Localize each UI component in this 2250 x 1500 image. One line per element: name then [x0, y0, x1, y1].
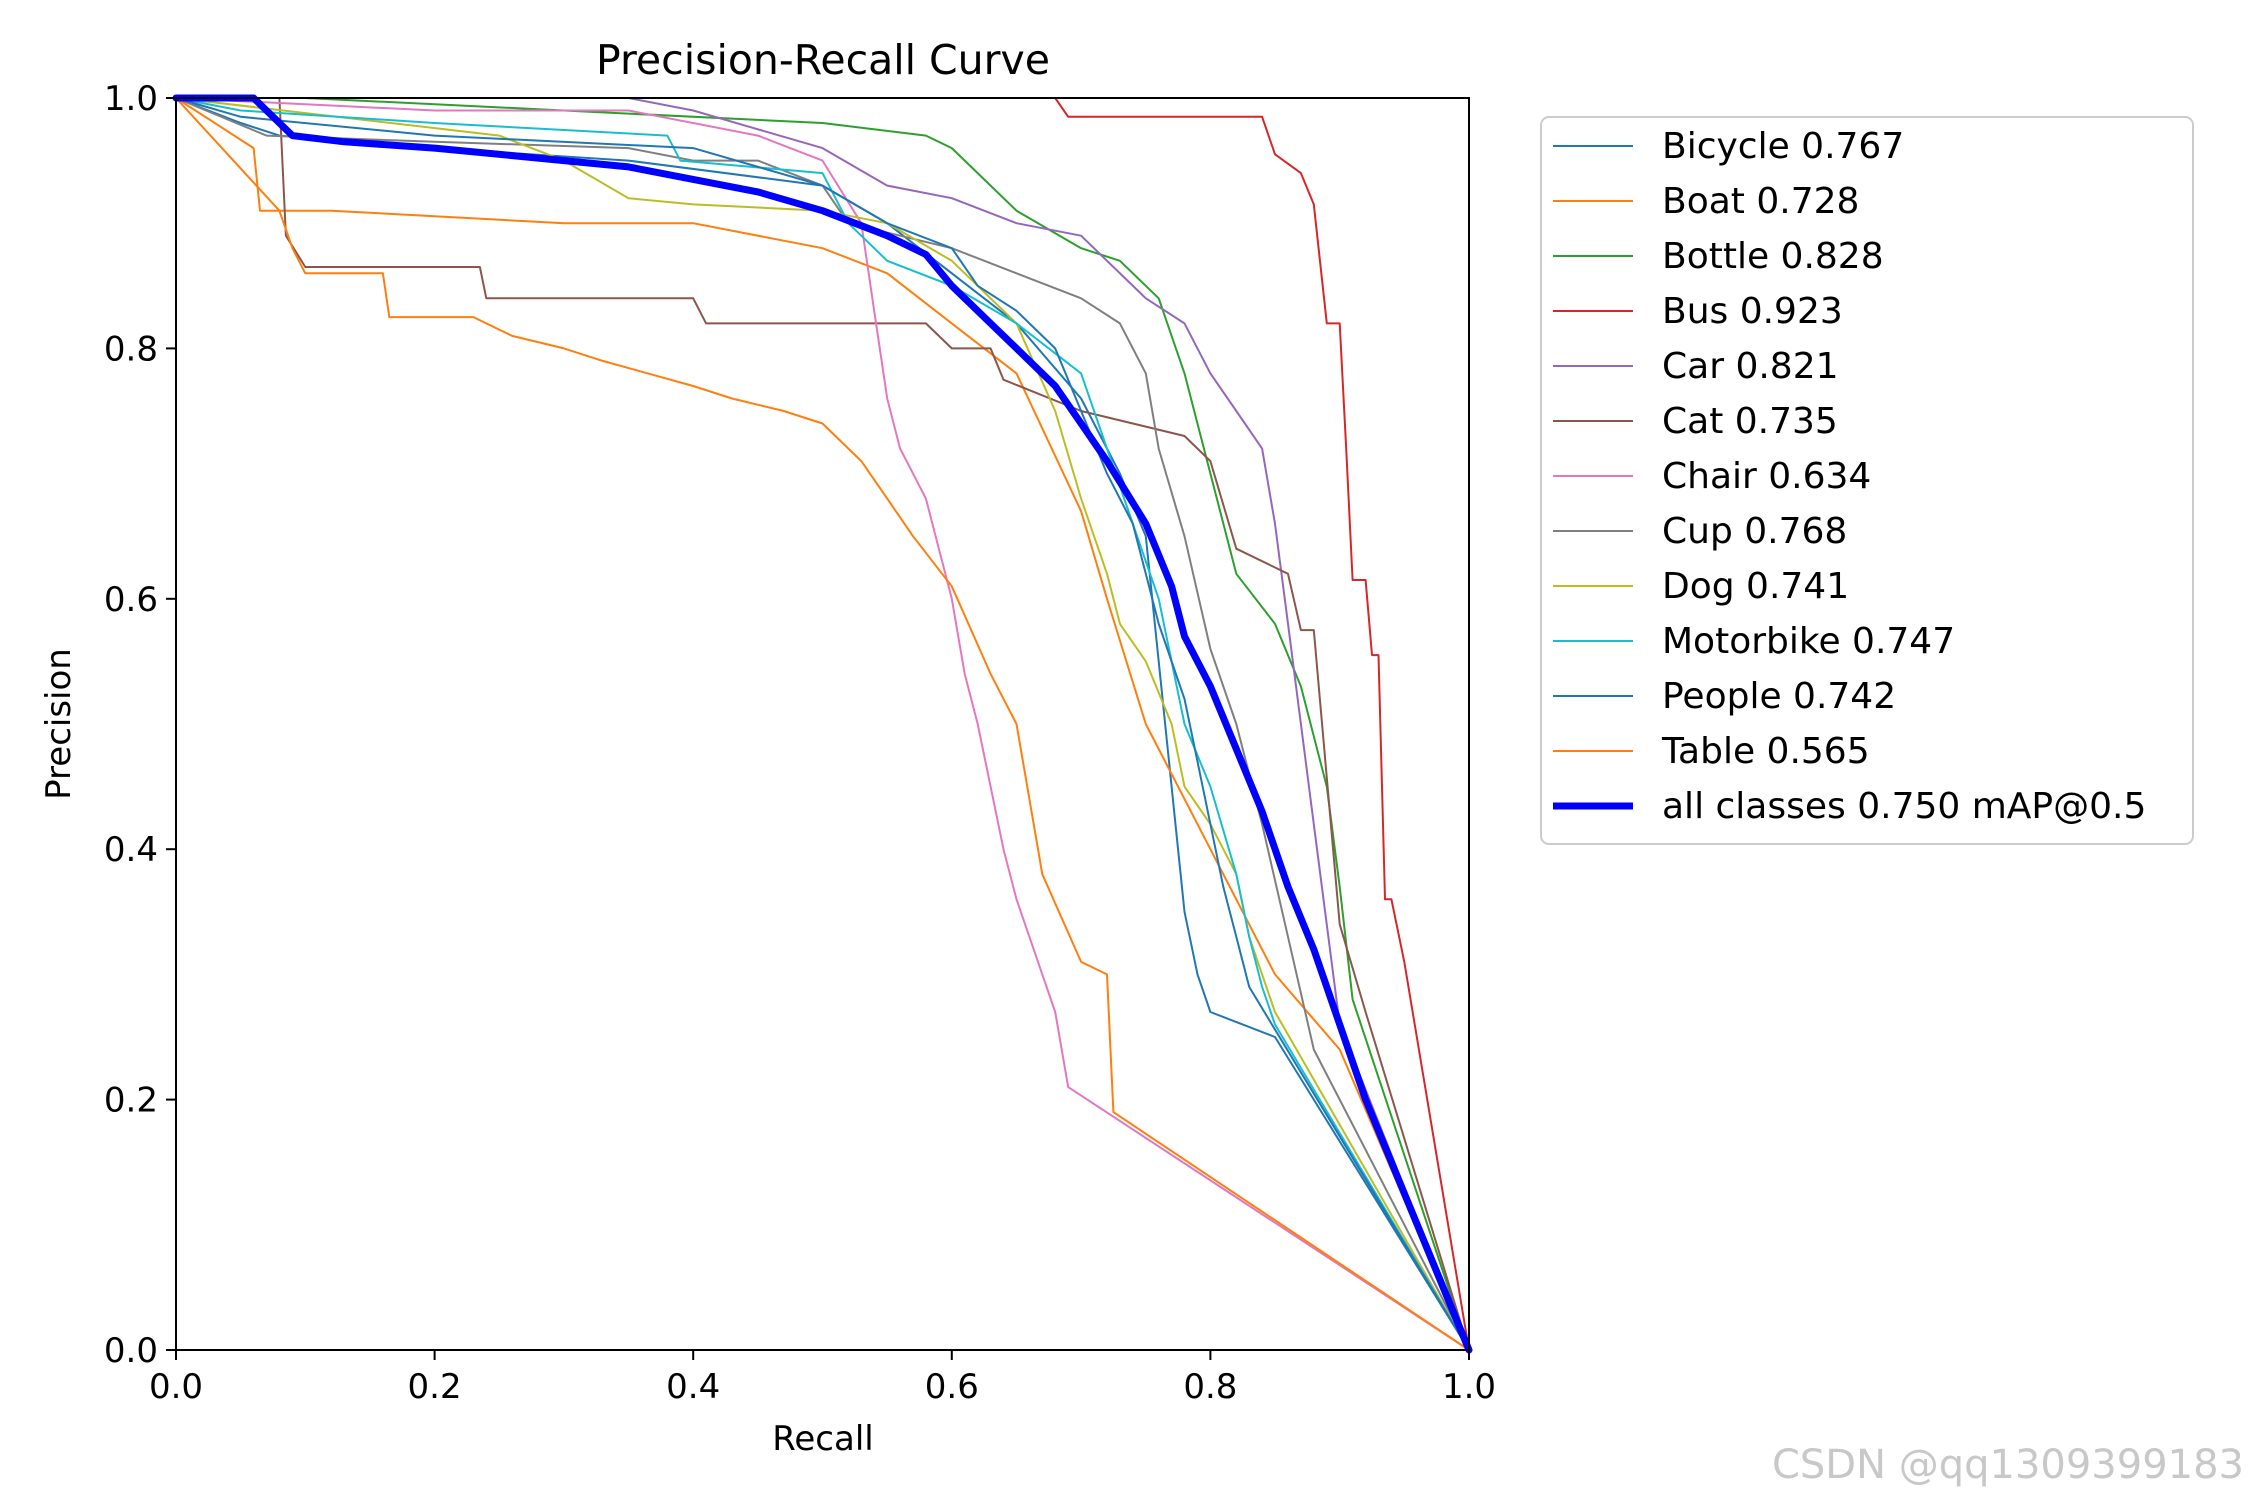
y-tick-label: 0.8 — [104, 329, 158, 369]
y-tick-label: 0.4 — [104, 830, 158, 870]
legend-label: Cat 0.735 — [1662, 401, 1838, 442]
legend-label: all classes 0.750 mAP@0.5 — [1662, 786, 2146, 827]
series-line-motorbike — [175, 97, 1470, 1351]
series-layer — [172, 94, 1473, 1354]
legend-label: People 0.742 — [1662, 676, 1896, 717]
series-line-boat — [175, 97, 1470, 1351]
legend-item-cat: Cat 0.735 — [1553, 401, 1838, 442]
y-tick-label: 0.6 — [104, 580, 158, 620]
series-line-chair — [175, 97, 1470, 1351]
y-tick-label: 0.2 — [104, 1081, 158, 1121]
legend-item-car: Car 0.821 — [1553, 346, 1839, 387]
legend-items: Bicycle 0.767 Boat 0.728 Bottle 0.828 Bus 0… — [1553, 126, 2146, 827]
series-line-dog — [175, 97, 1470, 1351]
y-axis-label: Precision — [39, 648, 79, 800]
series-line-bottle — [175, 97, 1470, 1351]
legend-item-boat: Boat 0.728 — [1553, 181, 1859, 222]
x-tick-label: 0.0 — [149, 1367, 203, 1407]
y-axis-ticks: 0.0 0.2 0.4 0.6 0.8 1.0 — [104, 79, 176, 1371]
plot-frame — [175, 97, 1470, 1351]
legend-item-bottle: Bottle 0.828 — [1553, 236, 1884, 277]
x-tick-label: 0.8 — [1183, 1367, 1237, 1407]
legend-item-table: Table 0.565 — [1553, 731, 1870, 772]
series-line-cat — [175, 97, 1470, 1351]
legend-item-bus: Bus 0.923 — [1553, 291, 1843, 332]
legend-item-dog: Dog 0.741 — [1553, 566, 1849, 607]
x-tick-label: 0.4 — [666, 1367, 720, 1407]
x-axis-label: Recall — [772, 1419, 873, 1459]
legend-label: Bus 0.923 — [1662, 291, 1843, 332]
series-line-car — [175, 97, 1470, 1351]
legend: Bicycle 0.767 Boat 0.728 Bottle 0.828 Bus 0… — [1540, 116, 2194, 845]
legend-label: Bicycle 0.767 — [1662, 126, 1904, 167]
legend-label: Motorbike 0.747 — [1662, 621, 1955, 662]
series-line-bicycle — [175, 97, 1470, 1351]
legend-item-motorbike: Motorbike 0.747 — [1553, 621, 1955, 662]
chart-title: Precision-Recall Curve — [596, 36, 1050, 84]
x-axis-ticks: 0.0 0.2 0.4 0.6 0.8 1.0 — [149, 1350, 1496, 1407]
legend-box — [1540, 116, 2194, 845]
series-line-people — [175, 97, 1470, 1351]
legend-label: Dog 0.741 — [1662, 566, 1849, 607]
legend-label: Boat 0.728 — [1662, 181, 1859, 222]
x-tick-label: 0.6 — [925, 1367, 979, 1407]
watermark: CSDN @qq1309399183 — [1772, 1442, 2244, 1488]
legend-label: Car 0.821 — [1662, 346, 1839, 387]
series-line-cup — [175, 97, 1470, 1351]
x-tick-label: 0.2 — [408, 1367, 462, 1407]
series-line-all-classes — [172, 94, 1473, 1354]
legend-label: Chair 0.634 — [1662, 456, 1871, 497]
legend-label: Cup 0.768 — [1662, 511, 1847, 552]
legend-item-bicycle: Bicycle 0.767 — [1553, 126, 1904, 167]
legend-label: Table 0.565 — [1661, 731, 1870, 772]
y-tick-label: 0.0 — [104, 1331, 158, 1371]
legend-label: Bottle 0.828 — [1662, 236, 1884, 277]
series-line-table — [175, 97, 1470, 1351]
legend-item-chair: Chair 0.634 — [1553, 456, 1871, 497]
x-tick-label: 1.0 — [1442, 1367, 1496, 1407]
legend-item-people: People 0.742 — [1553, 676, 1896, 717]
y-tick-label: 1.0 — [104, 79, 158, 119]
legend-item-cup: Cup 0.768 — [1553, 511, 1847, 552]
series-line-bus — [175, 97, 1470, 1351]
legend-item-all-classes: all classes 0.750 mAP@0.5 — [1553, 786, 2146, 827]
